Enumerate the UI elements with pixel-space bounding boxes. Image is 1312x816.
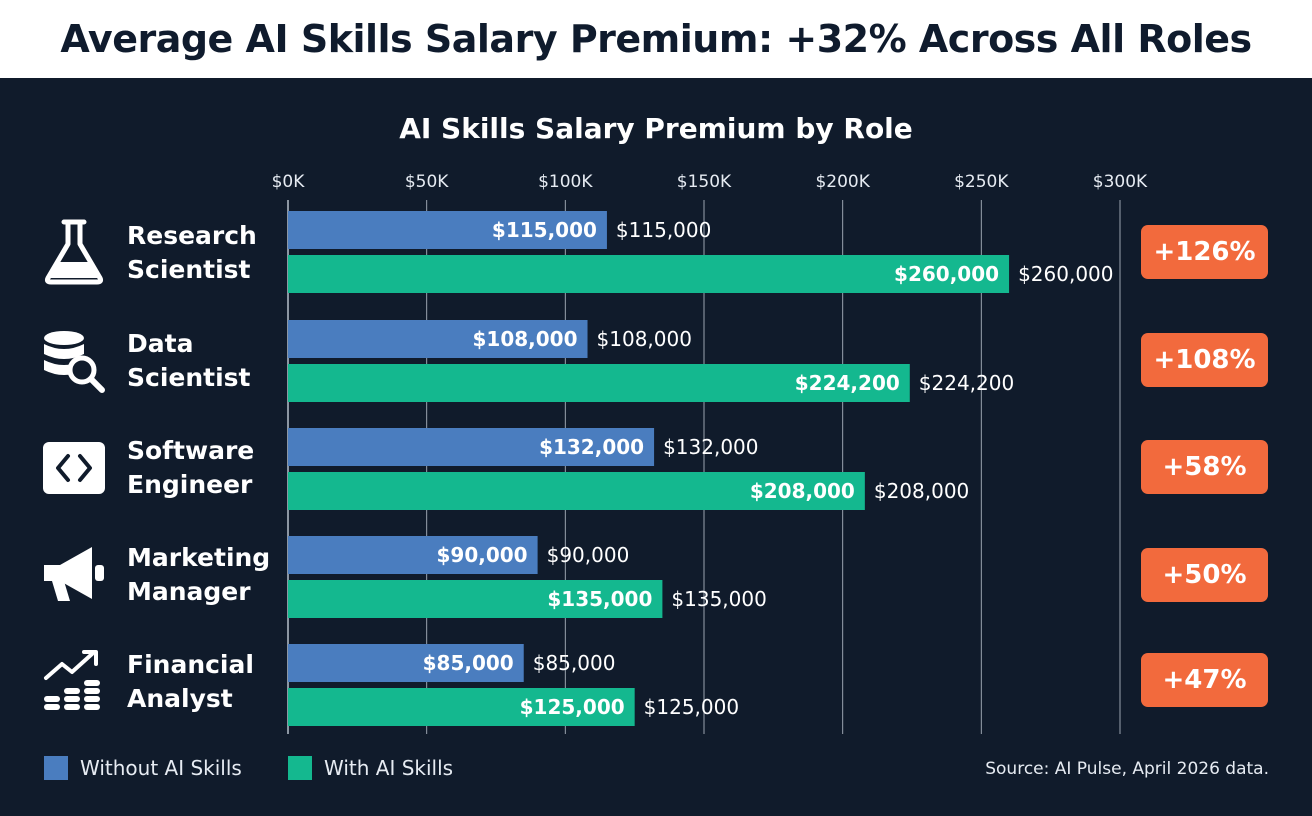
bar-value-label: $208,000 <box>750 479 855 503</box>
x-tick-label: $50K <box>405 172 449 192</box>
bar-with-ai <box>288 580 663 618</box>
x-tick-label: $100K <box>538 172 593 192</box>
legend-item-with-ai: With AI Skills <box>288 756 453 780</box>
role-label-research-scientist: Research Scientist <box>127 219 327 287</box>
bar-value-label: $260,000 <box>894 262 999 286</box>
bar-value-label: $85,000 <box>423 651 514 675</box>
bar-value-label: $224,200 <box>795 371 900 395</box>
x-tick-label: $150K <box>677 172 732 192</box>
role-label-line: Manager <box>127 577 251 606</box>
legend-item-without-ai: Without AI Skills <box>44 756 242 780</box>
x-tick-label: $200K <box>815 172 870 192</box>
premium-badge: +126% <box>1141 225 1268 279</box>
bar-without-ai <box>288 320 588 358</box>
bar-value-label: $135,000 <box>547 587 652 611</box>
bar-value-label: $125,000 <box>520 695 625 719</box>
premium-badge: +50% <box>1141 548 1268 602</box>
x-tick-label: $0K <box>272 172 306 192</box>
bar-value-annotation: $115,000 <box>616 218 711 242</box>
chart-panel <box>0 78 1312 816</box>
premium-badge: +108% <box>1141 333 1268 387</box>
bar-value-annotation: $135,000 <box>671 587 766 611</box>
chart-title: AI Skills Salary Premium by Role <box>399 112 913 145</box>
role-label-line: Scientist <box>127 255 251 284</box>
x-tick-label: $250K <box>954 172 1009 192</box>
source-note: Source: AI Pulse, April 2026 data. <box>985 759 1269 779</box>
role-label-line: Software <box>127 436 255 465</box>
role-label-financial-analyst: Financial Analyst <box>127 648 327 716</box>
role-label-software-engineer: Software Engineer <box>127 434 327 502</box>
legend-swatch-without-ai <box>44 756 68 780</box>
legend-label-with-ai: With AI Skills <box>324 756 454 780</box>
bar-value-annotation: $85,000 <box>533 651 616 675</box>
bar-without-ai <box>288 644 524 682</box>
legend-label-without-ai: Without AI Skills <box>80 756 242 780</box>
role-label-line: Engineer <box>127 470 253 499</box>
bar-without-ai <box>288 211 607 249</box>
bar-with-ai <box>288 255 1010 293</box>
code-brackets-icon <box>43 442 105 494</box>
bar-without-ai <box>288 536 538 574</box>
role-label-line: Research <box>127 221 257 250</box>
bar-value-annotation: $224,200 <box>919 371 1014 395</box>
role-label-line: Financial <box>127 650 254 679</box>
bar-value-label: $132,000 <box>539 435 644 459</box>
bar-with-ai <box>288 688 635 726</box>
role-label-line: Data <box>127 329 194 358</box>
bar-with-ai <box>288 364 910 402</box>
megaphone-icon <box>44 547 104 601</box>
premium-badge: +47% <box>1141 653 1268 707</box>
premium-badge: +58% <box>1141 440 1268 494</box>
bar-value-label: $90,000 <box>437 543 528 567</box>
flask-icon <box>44 219 104 285</box>
role-label-marketing-manager: Marketing Manager <box>127 541 327 609</box>
bar-value-annotation: $132,000 <box>663 435 758 459</box>
bar-with-ai <box>288 472 865 510</box>
headline: Average AI Skills Salary Premium: +32% A… <box>60 17 1252 61</box>
bar-value-annotation: $260,000 <box>1018 262 1113 286</box>
legend-swatch-with-ai <box>288 756 312 780</box>
bar-value-label: $115,000 <box>492 218 597 242</box>
bar-value-annotation: $208,000 <box>874 479 969 503</box>
role-label-line: Scientist <box>127 363 251 392</box>
role-label-line: Analyst <box>127 684 233 713</box>
bar-value-annotation: $108,000 <box>597 327 692 351</box>
role-label-data-scientist: Data Scientist <box>127 327 327 395</box>
bar-value-annotation: $90,000 <box>547 543 630 567</box>
header: Average AI Skills Salary Premium: +32% A… <box>0 0 1312 78</box>
bar-without-ai <box>288 428 655 466</box>
x-tick-label: $300K <box>1093 172 1148 192</box>
growth-coins-icon <box>44 650 100 710</box>
role-label-line: Marketing <box>127 543 271 572</box>
bar-value-annotation: $125,000 <box>644 695 739 719</box>
bar-value-label: $108,000 <box>473 327 578 351</box>
database-search-icon <box>44 331 105 393</box>
